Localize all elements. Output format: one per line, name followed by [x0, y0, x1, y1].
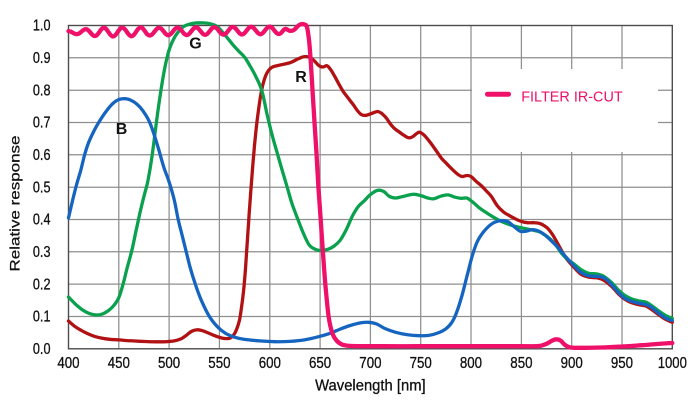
svg-text:FILTER IR-CUT: FILTER IR-CUT	[521, 89, 623, 105]
svg-text:500: 500	[158, 355, 180, 372]
svg-text:1000: 1000	[658, 355, 687, 372]
svg-text:0.0: 0.0	[33, 341, 51, 358]
svg-text:850: 850	[510, 355, 532, 372]
svg-text:B: B	[116, 121, 128, 138]
svg-text:Relative response: Relative response	[7, 135, 23, 271]
svg-text:R: R	[295, 69, 307, 86]
svg-text:Wavelength [nm]: Wavelength [nm]	[315, 378, 426, 395]
svg-text:0.8: 0.8	[33, 82, 51, 99]
svg-text:650: 650	[309, 355, 331, 372]
svg-text:750: 750	[410, 355, 432, 372]
svg-text:1.0: 1.0	[33, 18, 51, 35]
svg-text:600: 600	[259, 355, 281, 372]
svg-text:900: 900	[561, 355, 583, 372]
svg-text:0.1: 0.1	[33, 309, 51, 326]
svg-text:0.4: 0.4	[33, 212, 51, 229]
svg-text:700: 700	[359, 355, 381, 372]
svg-text:0.2: 0.2	[33, 276, 51, 293]
svg-text:450: 450	[108, 355, 130, 372]
svg-text:G: G	[189, 36, 201, 53]
svg-text:550: 550	[208, 355, 230, 372]
svg-text:0.3: 0.3	[33, 244, 51, 261]
svg-text:0.9: 0.9	[33, 50, 51, 67]
svg-text:400: 400	[57, 355, 79, 372]
svg-text:0.7: 0.7	[33, 115, 51, 132]
svg-text:0.6: 0.6	[33, 147, 51, 164]
svg-text:0.5: 0.5	[33, 179, 51, 196]
svg-text:800: 800	[460, 355, 482, 372]
svg-text:950: 950	[611, 355, 633, 372]
